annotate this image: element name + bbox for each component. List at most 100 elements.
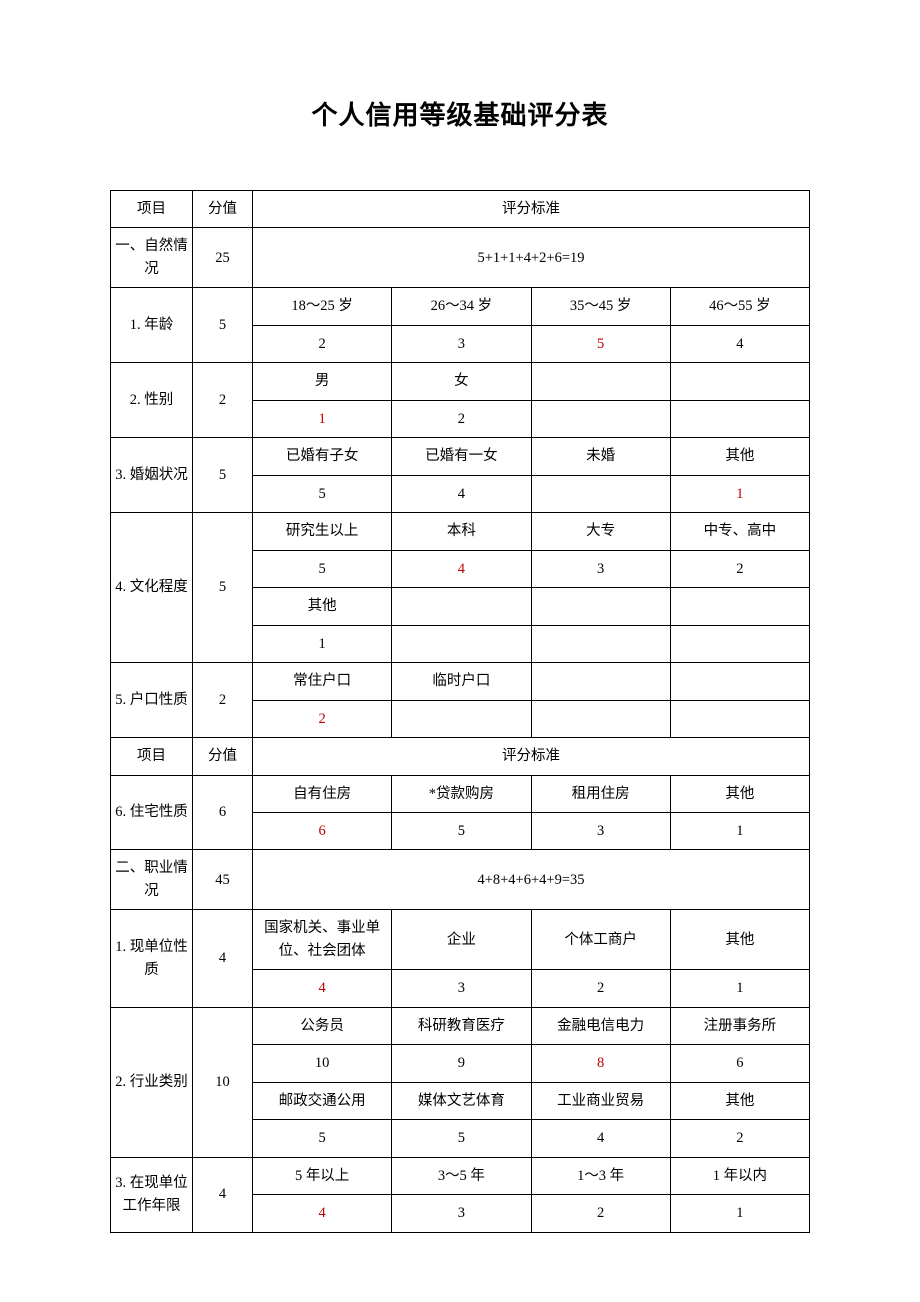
- cell-selected: 5: [531, 325, 670, 362]
- cell: 4: [670, 325, 809, 362]
- cell: 2: [392, 400, 531, 437]
- cell: 3: [531, 812, 670, 849]
- cell-selected: 6: [253, 812, 392, 849]
- cell: 媒体文艺体育: [392, 1082, 531, 1119]
- cell: 2: [531, 1195, 670, 1232]
- cell-selected: 8: [531, 1045, 670, 1082]
- row-marriage-score: 5: [193, 438, 253, 513]
- cell: 个体工商户: [531, 910, 670, 970]
- cell: 5 年以上: [253, 1157, 392, 1194]
- cell: 46～55 岁: [670, 288, 809, 325]
- cell: 5: [253, 1120, 392, 1157]
- section-2-label: 二、职业情况: [111, 850, 193, 910]
- cell: 2: [670, 550, 809, 587]
- row-housing-label: 6. 住宅性质: [111, 775, 193, 850]
- row-housing-score: 6: [193, 775, 253, 850]
- cell: 男: [253, 363, 392, 400]
- header-score: 分值: [193, 191, 253, 228]
- header-item: 项目: [111, 738, 193, 775]
- cell: 本科: [392, 513, 531, 550]
- cell: 3～5 年: [392, 1157, 531, 1194]
- header-item: 项目: [111, 191, 193, 228]
- cell: 5: [392, 812, 531, 849]
- cell: 5: [253, 475, 392, 512]
- cell: 公务员: [253, 1007, 392, 1044]
- row-education-label: 4. 文化程度: [111, 513, 193, 663]
- cell: [531, 363, 670, 400]
- header-criteria: 评分标准: [253, 738, 810, 775]
- cell: 4: [531, 1120, 670, 1157]
- cell: 4: [392, 475, 531, 512]
- cell-selected: 4: [253, 970, 392, 1007]
- cell: 其他: [670, 438, 809, 475]
- page-title: 个人信用等级基础评分表: [110, 95, 810, 132]
- cell: 金融电信电力: [531, 1007, 670, 1044]
- cell: 已婚有一女: [392, 438, 531, 475]
- cell: 3: [531, 550, 670, 587]
- cell: 其他: [670, 1082, 809, 1119]
- cell: [392, 700, 531, 737]
- section-1-score: 25: [193, 228, 253, 288]
- cell: 大专: [531, 513, 670, 550]
- cell: 3: [392, 1195, 531, 1232]
- cell: 科研教育医疗: [392, 1007, 531, 1044]
- cell-selected: 4: [392, 550, 531, 587]
- section-1-label: 一、自然情况: [111, 228, 193, 288]
- cell: 自有住房: [253, 775, 392, 812]
- cell: [531, 475, 670, 512]
- cell: [392, 625, 531, 662]
- row-age-score: 5: [193, 288, 253, 363]
- cell: 5: [392, 1120, 531, 1157]
- cell-selected: 2: [253, 700, 392, 737]
- cell: 10: [253, 1045, 392, 1082]
- section-1-calc: 5+1+1+4+2+6=19: [253, 228, 810, 288]
- cell: 研究生以上: [253, 513, 392, 550]
- cell: 租用住房: [531, 775, 670, 812]
- cell: [531, 400, 670, 437]
- row-hukou-score: 2: [193, 663, 253, 738]
- cell-selected: 1: [253, 400, 392, 437]
- row-gender-score: 2: [193, 363, 253, 438]
- header-score: 分值: [193, 738, 253, 775]
- cell: 3: [392, 325, 531, 362]
- row-unit-label: 1. 现单位性质: [111, 910, 193, 1007]
- row-age-label: 1. 年龄: [111, 288, 193, 363]
- cell: 9: [392, 1045, 531, 1082]
- cell: 1～3 年: [531, 1157, 670, 1194]
- cell: 6: [670, 1045, 809, 1082]
- cell: 26～34 岁: [392, 288, 531, 325]
- row-years-label: 3. 在现单位工作年限: [111, 1157, 193, 1232]
- cell: 其他: [253, 588, 392, 625]
- cell: 2: [253, 325, 392, 362]
- cell: 2: [531, 970, 670, 1007]
- cell: [531, 625, 670, 662]
- cell: [670, 663, 809, 700]
- row-industry-score: 10: [193, 1007, 253, 1157]
- row-hukou-label: 5. 户口性质: [111, 663, 193, 738]
- cell: [392, 588, 531, 625]
- cell: 2: [670, 1120, 809, 1157]
- cell: [670, 700, 809, 737]
- cell: 3: [392, 970, 531, 1007]
- cell: 35～45 岁: [531, 288, 670, 325]
- cell: 5: [253, 550, 392, 587]
- cell: 工业商业贸易: [531, 1082, 670, 1119]
- row-unit-score: 4: [193, 910, 253, 1007]
- cell: 常住户口: [253, 663, 392, 700]
- cell-selected: 1: [670, 475, 809, 512]
- cell: [670, 363, 809, 400]
- cell-selected: 4: [253, 1195, 392, 1232]
- cell: [670, 625, 809, 662]
- row-education-score: 5: [193, 513, 253, 663]
- row-gender-label: 2. 性别: [111, 363, 193, 438]
- cell: 邮政交通公用: [253, 1082, 392, 1119]
- section-2-score: 45: [193, 850, 253, 910]
- cell: 1: [670, 1195, 809, 1232]
- cell: 1: [670, 970, 809, 1007]
- cell: 女: [392, 363, 531, 400]
- cell: *贷款购房: [392, 775, 531, 812]
- cell: 未婚: [531, 438, 670, 475]
- cell: 注册事务所: [670, 1007, 809, 1044]
- cell: 已婚有子女: [253, 438, 392, 475]
- cell: 18～25 岁: [253, 288, 392, 325]
